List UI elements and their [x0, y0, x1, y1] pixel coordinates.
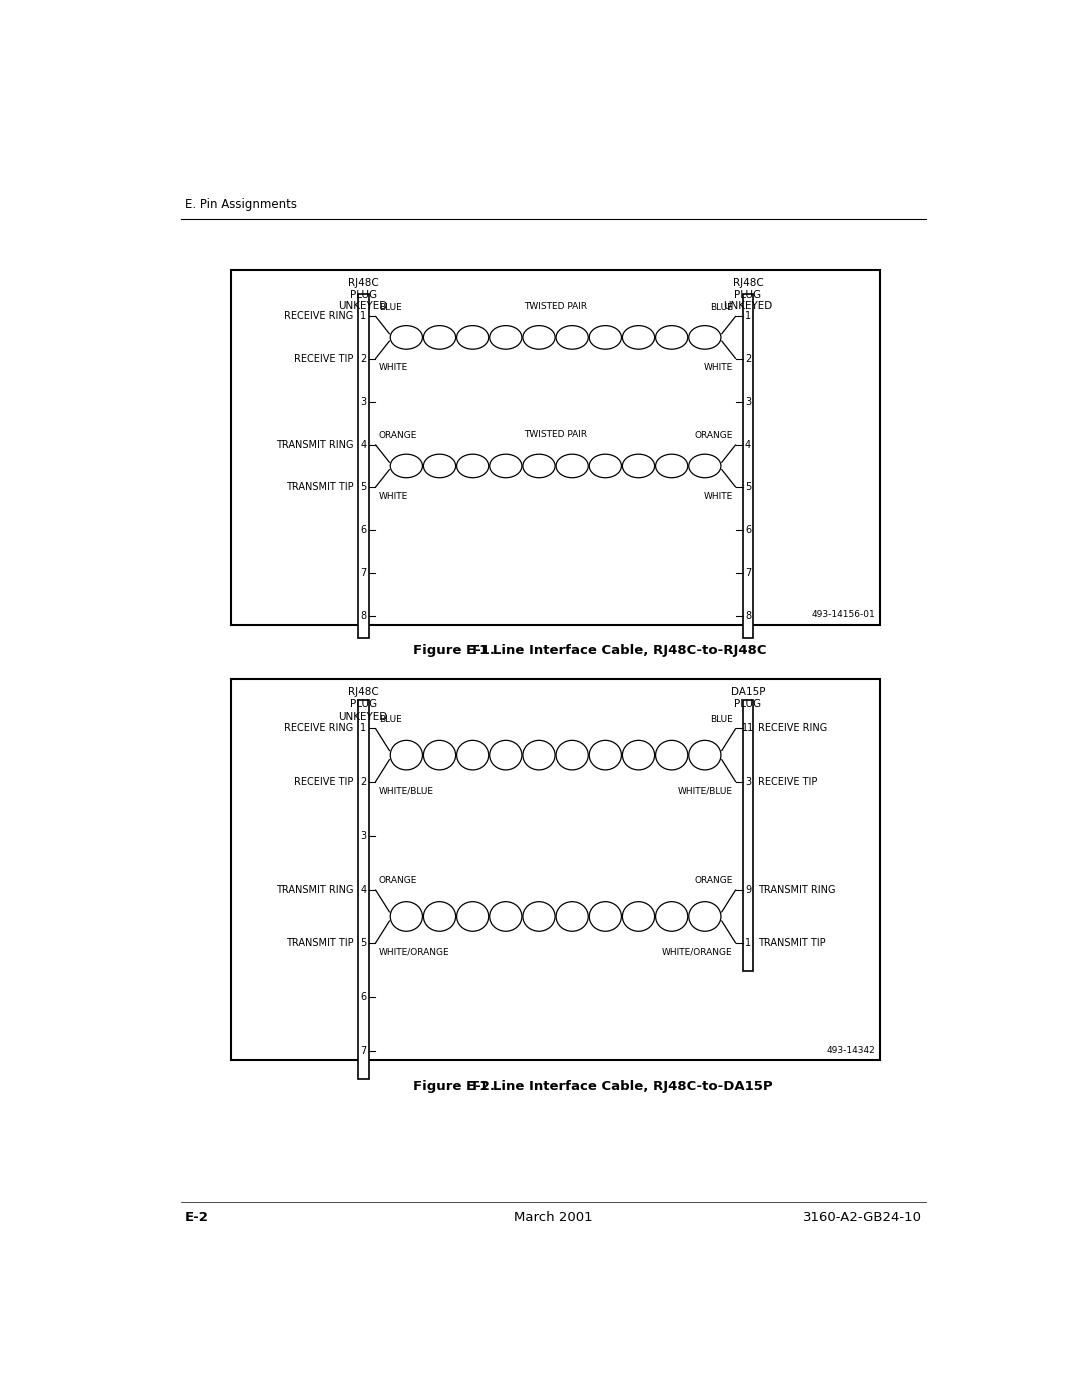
Text: PLUG: PLUG [734, 700, 761, 710]
Bar [743, 293, 754, 638]
Text: 7: 7 [360, 569, 366, 578]
Bar [357, 293, 368, 638]
Text: WHITE/ORANGE: WHITE/ORANGE [662, 947, 732, 957]
Text: UNKEYED: UNKEYED [724, 302, 772, 312]
Bar [357, 700, 368, 1078]
Text: PLUG: PLUG [350, 289, 377, 300]
Text: T1 Line Interface Cable, RJ48C-to-DA15P: T1 Line Interface Cable, RJ48C-to-DA15P [470, 1080, 772, 1092]
Text: 6: 6 [360, 992, 366, 1002]
Text: WHITE: WHITE [379, 492, 408, 500]
Text: 1: 1 [745, 312, 751, 321]
Text: 5: 5 [360, 482, 366, 492]
Text: E-2: E-2 [186, 1211, 210, 1224]
Text: 8: 8 [360, 610, 366, 620]
Text: TRANSMIT RING: TRANSMIT RING [758, 884, 835, 894]
Text: 1: 1 [360, 312, 366, 321]
Text: 3: 3 [360, 831, 366, 841]
Text: RECEIVE RING: RECEIVE RING [758, 724, 827, 733]
Text: 2: 2 [745, 353, 751, 363]
Text: 3: 3 [360, 397, 366, 407]
Text: 3: 3 [745, 397, 751, 407]
Bar [231, 270, 880, 624]
Text: 2: 2 [360, 777, 366, 787]
Text: 8: 8 [745, 610, 751, 620]
Text: 6: 6 [745, 525, 751, 535]
Text: BLUE: BLUE [379, 303, 402, 312]
Text: PLUG: PLUG [734, 289, 761, 300]
Text: 7: 7 [745, 569, 751, 578]
Text: RJ48C: RJ48C [732, 278, 764, 288]
Text: Figure E-2.: Figure E-2. [413, 1080, 495, 1092]
Text: 5: 5 [745, 482, 751, 492]
Text: BLUE: BLUE [379, 715, 402, 724]
Text: UNKEYED: UNKEYED [338, 711, 388, 722]
Text: DA15P: DA15P [731, 687, 766, 697]
Text: PLUG: PLUG [350, 700, 377, 710]
Text: WHITE: WHITE [703, 363, 732, 372]
Text: 5: 5 [360, 939, 366, 949]
Text: 1: 1 [360, 724, 366, 733]
Text: TRANSMIT RING: TRANSMIT RING [276, 884, 353, 894]
Text: WHITE: WHITE [379, 363, 408, 372]
Text: WHITE: WHITE [703, 492, 732, 500]
Text: TRANSMIT RING: TRANSMIT RING [276, 440, 353, 450]
Text: TWISTED PAIR: TWISTED PAIR [524, 302, 588, 310]
Text: RECEIVE TIP: RECEIVE TIP [294, 777, 353, 787]
Text: 493-14156-01: 493-14156-01 [812, 610, 876, 619]
Text: 7: 7 [360, 1046, 366, 1056]
Text: 493-14342: 493-14342 [827, 1046, 876, 1055]
Text: RECEIVE TIP: RECEIVE TIP [758, 777, 816, 787]
Text: RECEIVE RING: RECEIVE RING [284, 312, 353, 321]
Text: TRANSMIT TIP: TRANSMIT TIP [286, 939, 353, 949]
Text: RECEIVE RING: RECEIVE RING [284, 724, 353, 733]
Text: 6: 6 [360, 525, 366, 535]
Text: ORANGE: ORANGE [694, 876, 732, 886]
Text: 11: 11 [742, 724, 754, 733]
Text: TRANSMIT TIP: TRANSMIT TIP [286, 482, 353, 492]
Text: E. Pin Assignments: E. Pin Assignments [186, 197, 297, 211]
Text: 3160-A2-GB24-10: 3160-A2-GB24-10 [802, 1211, 922, 1224]
Text: UNKEYED: UNKEYED [338, 302, 388, 312]
Text: Figure E-1.: Figure E-1. [413, 644, 495, 657]
Text: TRANSMIT TIP: TRANSMIT TIP [758, 939, 825, 949]
Text: ORANGE: ORANGE [694, 432, 732, 440]
Text: ORANGE: ORANGE [379, 432, 417, 440]
Text: TWISTED PAIR: TWISTED PAIR [524, 430, 588, 439]
Text: BLUE: BLUE [710, 715, 732, 724]
Text: 1: 1 [745, 939, 751, 949]
Text: WHITE/BLUE: WHITE/BLUE [379, 787, 434, 795]
Text: BLUE: BLUE [710, 303, 732, 312]
Text: WHITE/ORANGE: WHITE/ORANGE [379, 947, 449, 957]
Text: 4: 4 [745, 440, 751, 450]
Text: 4: 4 [360, 440, 366, 450]
Text: ORANGE: ORANGE [379, 876, 417, 886]
Text: 9: 9 [745, 884, 751, 894]
Text: WHITE/BLUE: WHITE/BLUE [677, 787, 732, 795]
Text: March 2001: March 2001 [514, 1211, 593, 1224]
Bar [743, 700, 754, 971]
Text: 4: 4 [360, 884, 366, 894]
Text: RJ48C: RJ48C [348, 687, 379, 697]
Text: 2: 2 [360, 353, 366, 363]
Bar [231, 679, 880, 1060]
Text: T1 Line Interface Cable, RJ48C-to-RJ48C: T1 Line Interface Cable, RJ48C-to-RJ48C [470, 644, 767, 657]
Text: RECEIVE TIP: RECEIVE TIP [294, 353, 353, 363]
Text: RJ48C: RJ48C [348, 278, 379, 288]
Text: 3: 3 [745, 777, 751, 787]
